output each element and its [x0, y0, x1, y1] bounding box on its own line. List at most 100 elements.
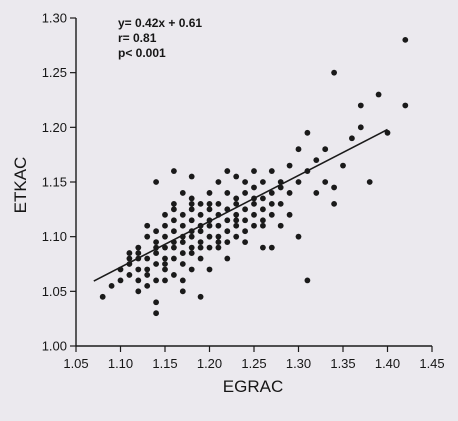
y-tick-label: 1.15 — [42, 175, 67, 190]
p-annotation: p< 0.001 — [118, 46, 166, 60]
data-point — [117, 277, 124, 284]
data-point — [135, 277, 142, 284]
data-point — [251, 184, 257, 191]
data-point — [215, 244, 222, 251]
data-point — [331, 69, 337, 76]
data-point — [224, 255, 231, 262]
data-point — [162, 211, 168, 218]
data-point — [162, 261, 168, 267]
data-point — [179, 261, 186, 267]
data-point — [233, 211, 240, 218]
data-point — [260, 195, 266, 202]
x-tick-label: 1.45 — [419, 356, 444, 371]
data-point — [295, 146, 302, 153]
data-point — [215, 239, 222, 246]
data-point — [135, 250, 142, 256]
axes — [75, 18, 432, 347]
data-point — [251, 200, 257, 207]
data-point — [242, 217, 249, 224]
equation-annotation: y= 0.42x + 0.61 — [118, 16, 202, 30]
data-point — [402, 102, 409, 109]
data-point — [135, 244, 142, 251]
data-point — [233, 200, 240, 207]
data-point — [206, 206, 213, 213]
data-point — [313, 157, 320, 164]
x-tick-label: 1.40 — [375, 356, 400, 371]
r-annotation: r= 0.81 — [118, 31, 157, 45]
data-point — [162, 277, 168, 284]
data-point — [260, 179, 266, 185]
data-point — [188, 173, 195, 180]
data-point — [197, 239, 204, 246]
data-point — [144, 272, 151, 278]
data-point — [126, 272, 133, 278]
data-point — [162, 266, 168, 273]
data-point — [268, 190, 275, 196]
data-point — [153, 299, 160, 306]
y-tick-label: 1.10 — [42, 229, 67, 244]
data-point — [153, 228, 160, 235]
data-point — [224, 190, 231, 196]
data-point — [277, 200, 284, 207]
data-point — [206, 266, 213, 273]
data-point — [286, 211, 293, 218]
data-point — [304, 129, 311, 136]
data-point — [197, 211, 204, 218]
data-point — [135, 288, 142, 295]
data-point — [286, 162, 293, 169]
data-point — [233, 173, 240, 180]
data-point — [366, 179, 373, 185]
y-tick-label: 1.20 — [42, 120, 67, 135]
data-point — [233, 195, 240, 202]
data-point — [188, 206, 195, 213]
data-point — [135, 266, 142, 273]
data-point — [206, 233, 213, 240]
data-point — [242, 239, 249, 246]
data-point — [171, 206, 177, 213]
data-point — [242, 206, 249, 213]
x-tick-label: 1.35 — [330, 356, 355, 371]
data-point — [268, 211, 275, 218]
data-point — [144, 255, 151, 262]
data-point — [179, 239, 186, 246]
y-tick-label: 1.25 — [42, 65, 67, 80]
data-point — [215, 200, 222, 207]
data-point — [188, 266, 195, 273]
data-point — [349, 135, 355, 142]
data-point — [233, 233, 240, 240]
data-point — [242, 179, 249, 185]
data-point — [242, 190, 249, 196]
x-tick-label: 1.10 — [108, 356, 133, 371]
x-tick-label: 1.25 — [241, 356, 266, 371]
data-point — [206, 200, 213, 207]
data-point — [99, 293, 106, 300]
data-point — [277, 222, 284, 229]
data-point — [153, 310, 160, 317]
data-point — [286, 190, 293, 196]
data-point — [171, 255, 177, 262]
data-point — [357, 102, 364, 109]
data-point — [171, 200, 177, 207]
data-point — [242, 228, 249, 235]
data-point — [179, 250, 186, 256]
data-point — [126, 255, 133, 262]
data-point — [268, 168, 275, 174]
data-point — [162, 233, 168, 240]
data-point — [197, 293, 204, 300]
data-point — [179, 288, 186, 295]
data-point — [331, 200, 337, 207]
data-point — [153, 179, 160, 185]
data-point — [215, 222, 222, 229]
x-tick-label: 1.30 — [286, 356, 311, 371]
data-point — [188, 195, 195, 202]
x-axis-title: EGRAC — [223, 377, 283, 396]
data-point — [260, 217, 266, 224]
data-point — [144, 233, 151, 240]
data-point — [251, 168, 257, 174]
data-point — [304, 277, 311, 284]
data-point — [260, 222, 266, 229]
data-point — [268, 200, 275, 207]
data-point — [251, 222, 257, 229]
data-point — [224, 168, 231, 174]
